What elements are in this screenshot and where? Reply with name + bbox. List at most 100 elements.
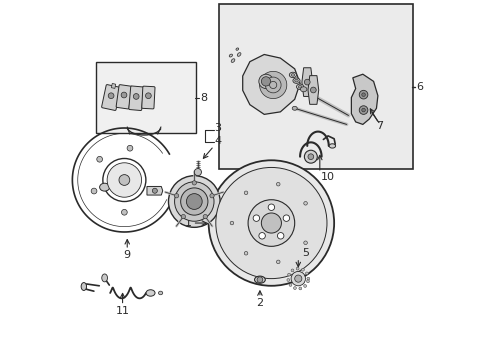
Ellipse shape (158, 291, 163, 295)
Ellipse shape (231, 59, 234, 62)
Polygon shape (307, 76, 318, 104)
Circle shape (303, 284, 306, 287)
Circle shape (359, 106, 367, 114)
Circle shape (108, 93, 114, 99)
Circle shape (303, 202, 307, 205)
Circle shape (180, 188, 207, 215)
Polygon shape (351, 74, 377, 125)
Ellipse shape (289, 72, 296, 78)
Polygon shape (147, 186, 163, 195)
Ellipse shape (81, 283, 86, 291)
Circle shape (121, 92, 126, 98)
FancyBboxPatch shape (116, 85, 132, 109)
Circle shape (261, 213, 281, 233)
Text: 10: 10 (320, 172, 334, 183)
Circle shape (194, 168, 201, 176)
Ellipse shape (298, 85, 301, 88)
Circle shape (276, 260, 280, 264)
Circle shape (304, 150, 317, 163)
Text: 3: 3 (214, 123, 221, 133)
Circle shape (102, 158, 145, 202)
Text: 6: 6 (416, 82, 423, 92)
Circle shape (203, 215, 207, 219)
Circle shape (298, 287, 301, 290)
Ellipse shape (100, 183, 109, 191)
Circle shape (91, 188, 97, 194)
Text: 9: 9 (123, 250, 130, 260)
Circle shape (294, 275, 301, 282)
Ellipse shape (146, 290, 155, 296)
Circle shape (293, 287, 296, 289)
Ellipse shape (254, 276, 265, 283)
Circle shape (361, 93, 365, 96)
Circle shape (127, 145, 133, 151)
Circle shape (209, 194, 214, 198)
FancyBboxPatch shape (142, 86, 155, 109)
Circle shape (301, 268, 304, 271)
Circle shape (259, 71, 286, 99)
Bar (96, 62, 196, 134)
Circle shape (208, 160, 333, 286)
Ellipse shape (237, 53, 241, 56)
Text: 4: 4 (214, 136, 221, 145)
Circle shape (152, 188, 157, 193)
Ellipse shape (292, 78, 300, 84)
Circle shape (290, 271, 305, 286)
Circle shape (304, 79, 309, 85)
Circle shape (244, 251, 247, 255)
Circle shape (269, 81, 276, 89)
Circle shape (168, 176, 220, 227)
Circle shape (253, 215, 259, 221)
Circle shape (258, 74, 273, 89)
Bar (219, 4, 412, 169)
Ellipse shape (236, 48, 238, 50)
Ellipse shape (290, 73, 294, 76)
Circle shape (186, 194, 202, 210)
Circle shape (277, 233, 284, 239)
Ellipse shape (102, 274, 107, 282)
Circle shape (286, 279, 289, 282)
Bar (111, 84, 116, 89)
Circle shape (257, 277, 262, 283)
Circle shape (181, 215, 185, 219)
Polygon shape (242, 54, 300, 114)
Circle shape (307, 154, 313, 159)
Circle shape (359, 90, 367, 99)
FancyBboxPatch shape (102, 85, 121, 111)
Text: 1: 1 (184, 218, 191, 228)
Circle shape (215, 167, 326, 279)
Circle shape (174, 182, 214, 221)
Text: 5: 5 (302, 248, 308, 258)
Circle shape (288, 284, 291, 287)
Ellipse shape (328, 144, 335, 148)
Circle shape (247, 200, 294, 246)
Circle shape (283, 215, 289, 221)
Circle shape (267, 204, 274, 211)
Text: 7: 7 (376, 121, 383, 131)
Text: 11: 11 (115, 306, 129, 316)
Circle shape (306, 280, 309, 283)
Circle shape (287, 273, 290, 276)
Circle shape (192, 181, 196, 185)
Circle shape (306, 277, 309, 280)
Circle shape (305, 272, 307, 275)
Circle shape (145, 93, 151, 99)
Circle shape (119, 175, 129, 185)
Circle shape (276, 183, 280, 186)
Circle shape (97, 156, 102, 162)
Circle shape (174, 194, 178, 198)
Circle shape (121, 210, 127, 215)
Ellipse shape (294, 276, 302, 281)
Circle shape (107, 163, 142, 197)
Polygon shape (301, 68, 312, 96)
Ellipse shape (292, 106, 297, 110)
Text: 8: 8 (200, 93, 207, 103)
Circle shape (296, 267, 299, 270)
Circle shape (133, 94, 139, 99)
Circle shape (258, 233, 265, 239)
Ellipse shape (294, 79, 298, 82)
Circle shape (265, 77, 281, 93)
Ellipse shape (229, 54, 232, 57)
Text: 2: 2 (256, 298, 263, 308)
Ellipse shape (296, 84, 303, 89)
